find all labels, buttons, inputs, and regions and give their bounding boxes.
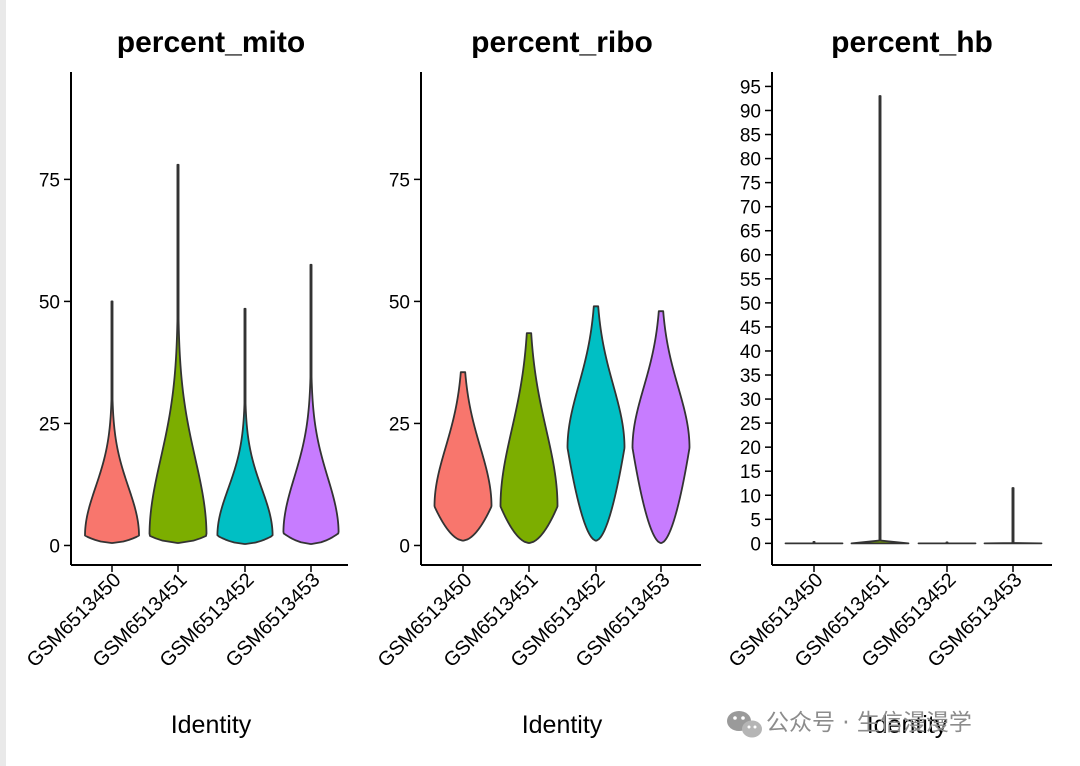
y-tick-label: 15 [740,462,761,483]
y-tick-label: 0 [399,536,410,557]
panel-title: percent_ribo [471,26,653,59]
x-axis-title: Identity [867,711,948,739]
page-left-edge [0,0,6,766]
panels: percent_mito0255075GSM6513450GSM6513451G… [23,26,1052,739]
violin-GSM6513452 [566,305,626,542]
watermark: 公众号 · 生信漫漫学 [727,710,972,738]
y-tick-label: 25 [39,414,60,435]
y-tick-label: 25 [389,414,410,435]
y-tick-label: 20 [740,438,761,459]
violin-GSM6513451 [499,332,559,544]
y-tick-label: 65 [740,222,761,243]
wechat-icon [727,711,762,738]
y-tick-label: 95 [740,77,761,98]
y-tick-label: 35 [740,366,761,387]
y-tick-label: 75 [389,170,410,191]
violin-GSM6513452 [216,307,274,545]
y-tick-label: 0 [750,534,761,555]
x-axis-title: Identity [171,711,252,739]
panel-percent-mito: percent_mito0255075GSM6513450GSM6513451G… [23,26,348,739]
y-tick-label: 25 [740,414,761,435]
y-tick-label: 50 [740,294,761,315]
y-tick-label: 45 [740,318,761,339]
violin-GSM6513451 [850,95,910,545]
panel-title: percent_hb [831,26,993,59]
y-tick-label: 75 [740,174,761,195]
y-tick-label: 80 [740,150,761,171]
panel-title: percent_mito [117,26,305,59]
violin-GSM6513450 [784,541,844,545]
y-tick-label: 5 [750,510,761,531]
y-tick-label: 60 [740,246,761,267]
panel-percent-ribo: percent_ribo0255075GSM6513450GSM6513451G… [374,26,701,739]
violin-GSM6513450 [433,371,493,542]
y-tick-label: 85 [740,126,761,147]
violin-GSM6513451 [148,163,208,544]
y-tick-label: 10 [740,486,761,507]
y-tick-label: 40 [740,342,761,363]
panel-percent-hb: percent_hb 0 5 10 15 20 25 30 35 40 45 50 55 60 65 70 75… [725,26,1052,739]
x-axis-title: Identity [522,711,603,739]
y-tick-label: 50 [389,292,410,313]
violin-GSM6513453 [631,310,691,544]
violin-GSM6513452 [917,541,977,545]
y-tick-label: 70 [740,198,761,219]
y-tick-label: 90 [740,101,761,122]
violin-GSM6513453 [983,487,1043,545]
y-tick-label: 30 [740,390,761,411]
violin-GSM6513453 [282,263,340,545]
y-tick-label: 0 [49,536,60,557]
watermark-text: 公众号 · 生信漫漫学 [766,710,972,736]
y-tick-label: 55 [740,270,761,291]
violin-GSM6513450 [84,300,140,544]
y-tick-label: 75 [39,170,60,191]
y-tick-label: 50 [39,292,60,313]
